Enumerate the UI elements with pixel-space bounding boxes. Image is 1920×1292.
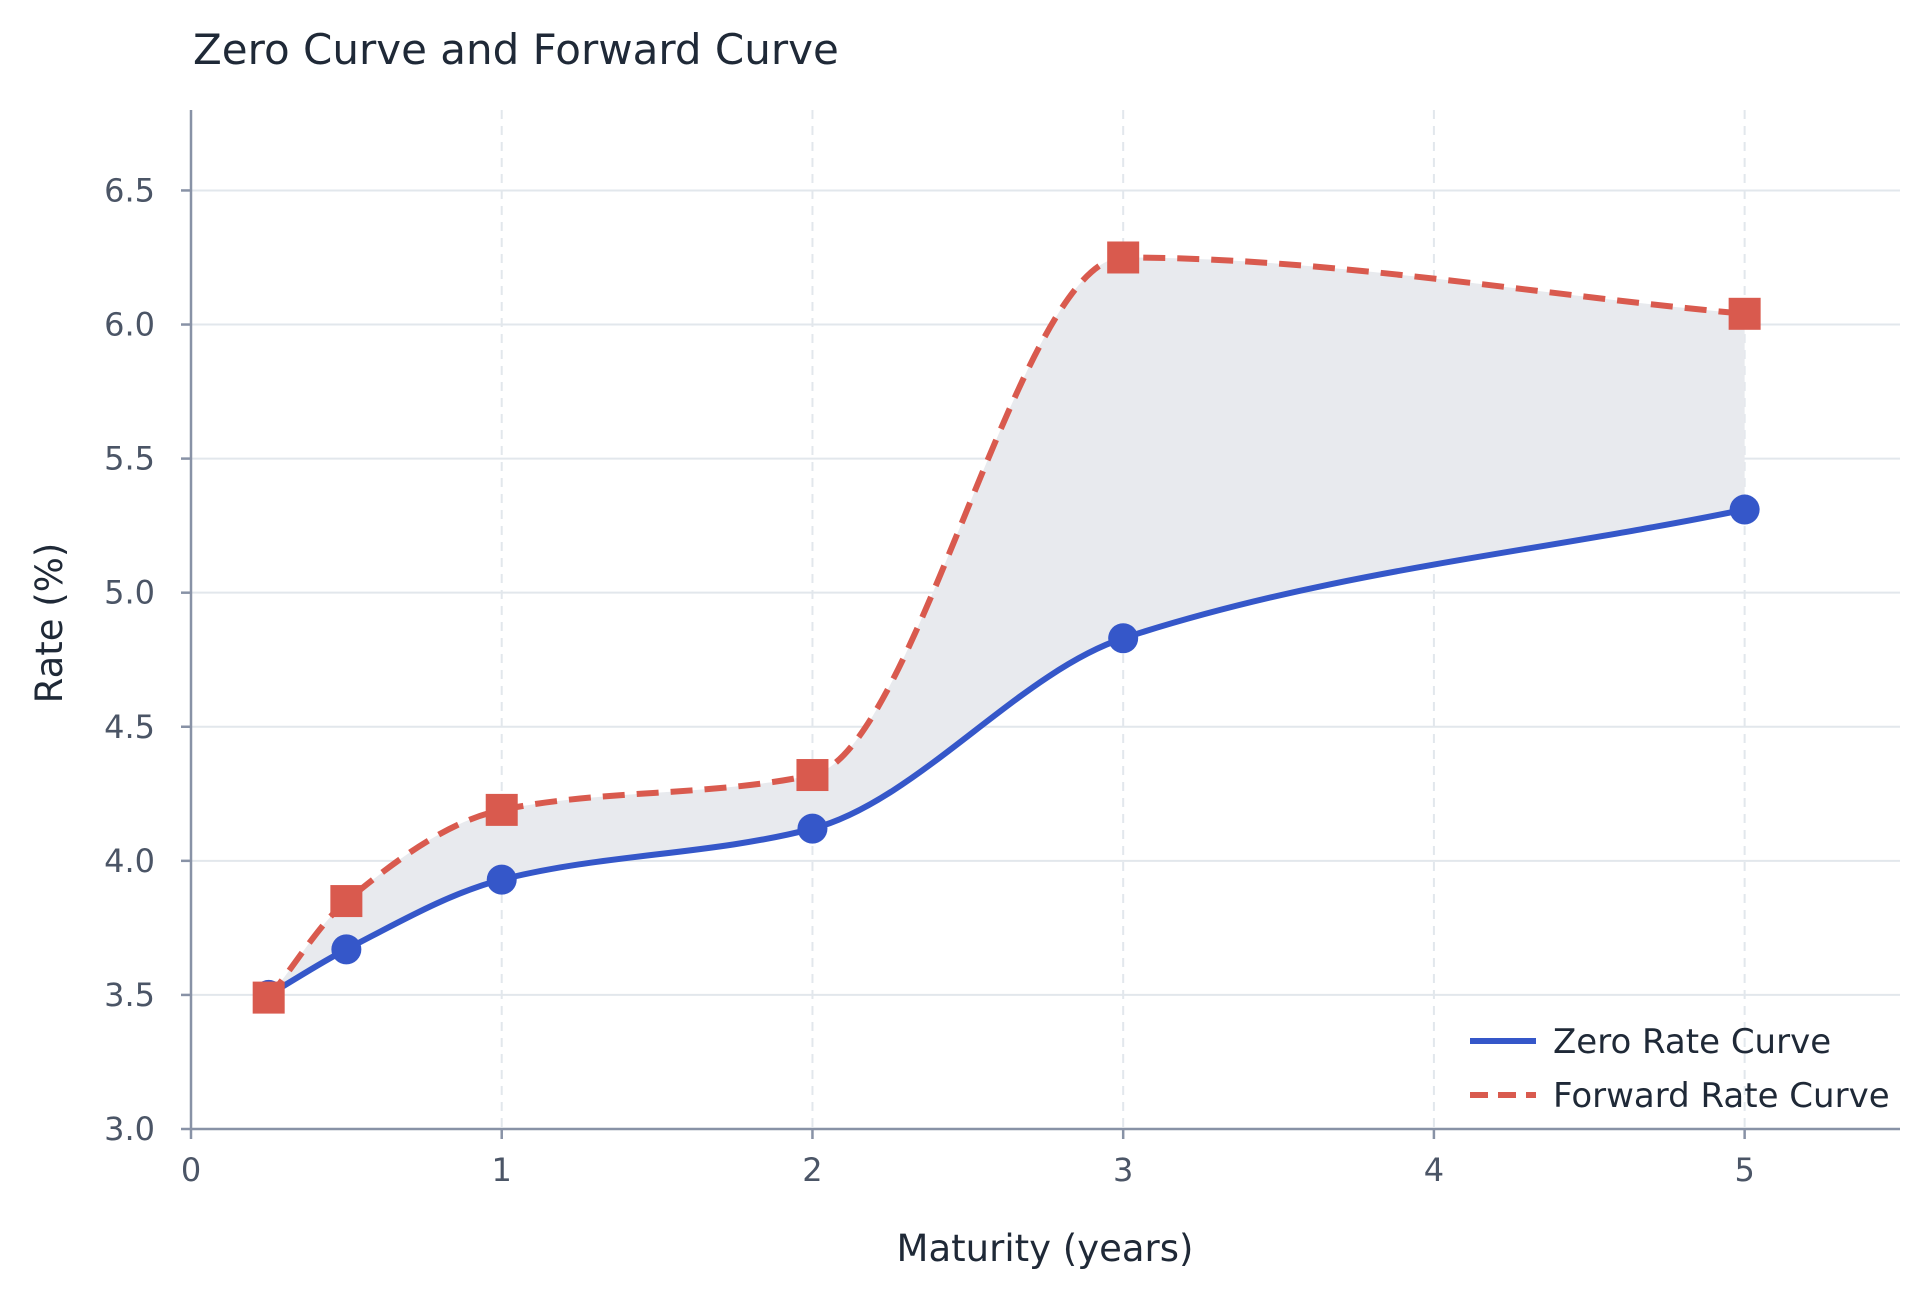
- axes: [181, 110, 1900, 1139]
- x-tick-label: 2: [802, 1151, 822, 1189]
- shaded-area-between-curves: [268, 257, 1745, 998]
- zero-rate-point: [1729, 494, 1760, 525]
- forward-rate-point: [1107, 241, 1140, 274]
- x-tick-label: 1: [492, 1151, 512, 1189]
- y-tick-label: 3.5: [104, 976, 155, 1014]
- chart-title: Zero Curve and Forward Curve: [193, 25, 839, 74]
- y-tick-label: 6.5: [104, 171, 155, 209]
- zero-rate-point: [486, 864, 517, 895]
- forward-rate-point: [1728, 297, 1761, 330]
- y-tick-label: 5.0: [104, 574, 155, 612]
- forward-rate-line: [266, 254, 1745, 1000]
- x-tick-label: 0: [181, 1151, 201, 1189]
- x-axis-label: Maturity (years): [897, 1227, 1194, 1270]
- x-tick-label: 3: [1113, 1151, 1133, 1189]
- forward-rate-point: [330, 885, 363, 918]
- forward-rate-point: [796, 759, 829, 792]
- legend-label-zero-rate: Zero Rate Curve: [1553, 1022, 1831, 1062]
- y-tick-label: 6.0: [104, 306, 155, 344]
- y-tick-label: 4.0: [104, 842, 155, 880]
- legend: Zero Rate Curve Forward Rate Curve: [1470, 1022, 1890, 1116]
- series-markers: [252, 241, 1761, 1014]
- y-tick-label: 3.0: [104, 1110, 155, 1148]
- zero-rate-point: [797, 813, 828, 844]
- x-tick-label: 5: [1734, 1151, 1754, 1189]
- legend-label-forward-rate: Forward Rate Curve: [1553, 1076, 1890, 1116]
- y-tick-label: 5.5: [104, 440, 155, 478]
- shaded-region: [268, 257, 1745, 998]
- y-axis-label: Rate (%): [28, 543, 71, 704]
- zero-rate-point: [331, 934, 362, 965]
- x-tick-label: 4: [1424, 1151, 1444, 1189]
- tick-labels: 3.0 3.5 4.0 4.5 5.0 5.5 6.0 6.5 0 1 2 3 4 5: [104, 171, 1755, 1189]
- zero-rate-point: [1108, 623, 1139, 654]
- forward-rate-point: [252, 981, 285, 1014]
- y-tick-label: 4.5: [104, 708, 155, 746]
- forward-rate-point: [485, 793, 518, 826]
